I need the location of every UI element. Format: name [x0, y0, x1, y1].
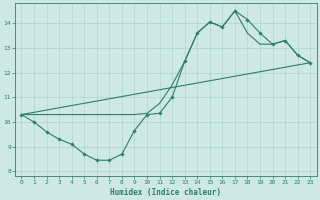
X-axis label: Humidex (Indice chaleur): Humidex (Indice chaleur)	[110, 188, 221, 197]
